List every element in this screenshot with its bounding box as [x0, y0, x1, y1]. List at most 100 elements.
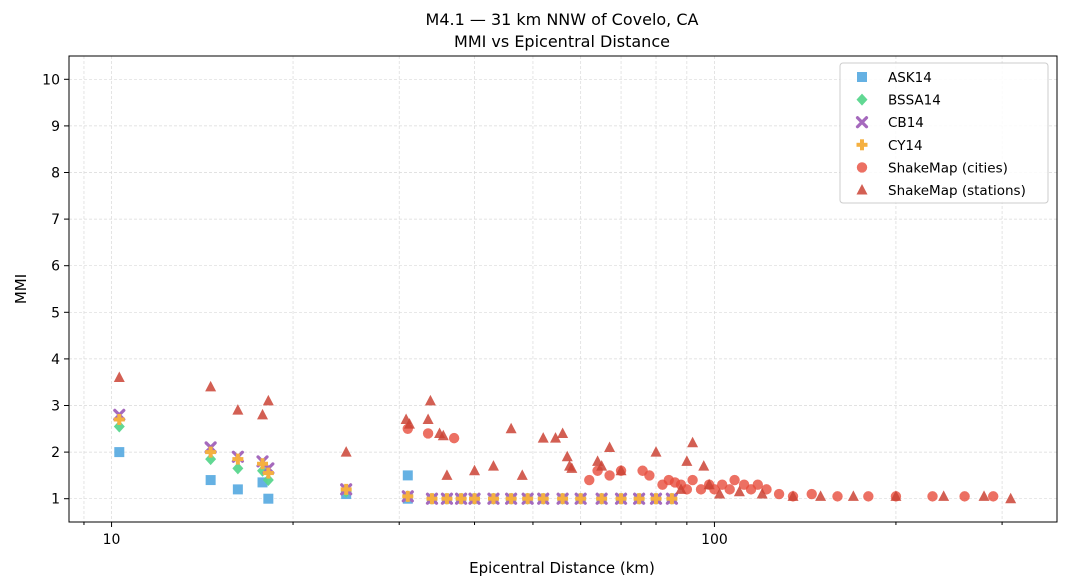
plus-bar	[541, 493, 546, 505]
data-point	[815, 490, 827, 501]
data-point	[205, 475, 216, 486]
chart-subtitle: MMI vs Epicentral Distance	[454, 32, 670, 51]
data-series	[113, 371, 1017, 505]
data-point	[441, 469, 453, 480]
data-point	[505, 422, 517, 434]
data-point	[681, 455, 693, 466]
data-point	[978, 490, 990, 501]
legend-label: ASK14	[888, 70, 932, 86]
data-point	[516, 469, 528, 480]
data-point	[633, 493, 645, 505]
data-point	[402, 470, 413, 481]
legend-label: CB14	[888, 115, 924, 131]
legend-item: CB14	[855, 115, 924, 131]
x-tick-label: 100	[701, 532, 728, 548]
data-point	[847, 490, 859, 501]
data-point	[575, 493, 587, 505]
legend-label: ShakeMap (cities)	[888, 160, 1008, 176]
data-point	[724, 484, 735, 495]
data-point	[424, 394, 436, 406]
data-point	[650, 493, 662, 505]
data-point	[615, 464, 627, 476]
legend-marker	[855, 116, 869, 129]
data-point	[675, 483, 687, 494]
data-point	[666, 493, 678, 505]
data-point	[402, 490, 414, 502]
data-point	[422, 413, 434, 424]
data-point	[584, 474, 595, 486]
plus-bar	[405, 490, 410, 502]
data-point	[756, 488, 768, 499]
y-tick-label: 6	[51, 259, 60, 275]
plus-bar	[266, 467, 271, 479]
plus-bar	[599, 493, 604, 505]
plus-bar	[860, 139, 864, 151]
data-point	[205, 446, 217, 458]
legend-item: CY14	[856, 138, 923, 154]
data-point	[561, 450, 573, 462]
legend-box	[839, 62, 1049, 204]
data-point	[114, 447, 125, 458]
data-point	[257, 458, 269, 470]
data-point	[959, 491, 970, 502]
legend-label: ShakeMap (stations)	[888, 183, 1026, 199]
data-point	[787, 490, 799, 501]
legend-marker	[856, 139, 868, 151]
data-point	[596, 493, 608, 505]
data-point	[687, 436, 699, 448]
data-point	[557, 493, 569, 505]
plus-bar	[117, 413, 122, 425]
data-point	[615, 493, 627, 505]
legend-marker	[856, 162, 868, 173]
plus-bar	[444, 493, 449, 505]
y-tick-label: 3	[51, 399, 60, 415]
data-point	[604, 441, 616, 452]
x-tick-label: 10	[103, 532, 121, 548]
data-point	[441, 493, 453, 505]
data-point	[232, 462, 244, 475]
y-axis-label: MMI	[12, 274, 30, 304]
data-point	[232, 453, 244, 465]
plus-bar	[491, 493, 496, 505]
data-point	[455, 493, 467, 505]
legend-label: CY14	[888, 138, 923, 154]
legend-item: ShakeMap (cities)	[856, 160, 1008, 176]
data-point	[505, 493, 517, 505]
y-tick-label: 1	[51, 492, 60, 508]
data-point	[537, 493, 549, 505]
legend-item: ShakeMap (stations)	[856, 183, 1026, 199]
data-point	[262, 394, 274, 406]
data-point	[927, 491, 938, 502]
data-point	[733, 485, 745, 497]
y-tick-label: 5	[51, 305, 60, 321]
data-point	[487, 493, 499, 505]
data-point	[687, 474, 698, 486]
data-point	[263, 493, 274, 504]
legend-marker	[856, 93, 868, 106]
data-point	[729, 474, 740, 486]
plus-bar	[208, 446, 213, 458]
data-point	[113, 371, 125, 383]
data-point	[752, 479, 763, 490]
x-axis-ticks: 10 100	[83, 522, 1003, 548]
data-point	[487, 460, 499, 471]
data-point	[205, 380, 217, 392]
data-point	[403, 418, 415, 429]
data-point	[650, 446, 662, 457]
data-point	[703, 478, 715, 490]
plus-bar	[560, 493, 565, 505]
data-point	[604, 470, 615, 481]
y-axis-ticks: 1 2 3 4 5 6 7 8 9 10	[42, 72, 69, 508]
chart-title: M4.1 — 31 km NNW of Covelo, CA	[426, 10, 699, 29]
y-tick-label: 10	[42, 72, 60, 88]
plus-bar	[472, 493, 477, 505]
plus-bar	[459, 493, 464, 505]
data-point	[340, 483, 352, 495]
legend-label: BSSA14	[888, 93, 941, 109]
plus-bar	[578, 493, 583, 505]
y-tick-label: 7	[51, 212, 60, 228]
data-point	[644, 470, 655, 481]
data-point	[537, 432, 549, 443]
y-tick-label: 8	[51, 166, 60, 182]
data-point	[232, 484, 243, 495]
